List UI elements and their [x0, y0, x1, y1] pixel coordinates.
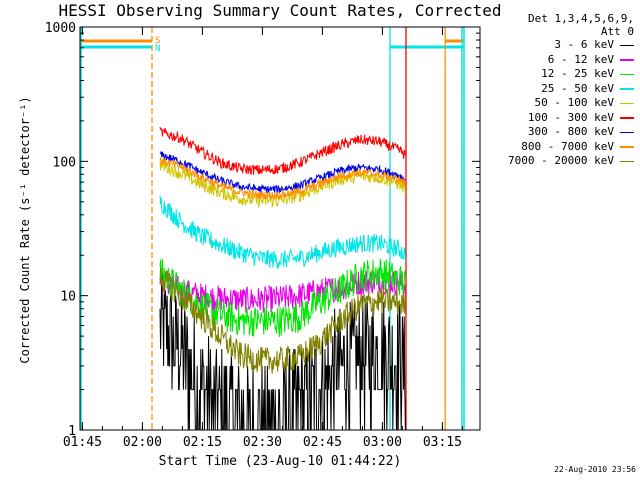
- series-line-7: [159, 157, 406, 201]
- legend: Det 1,3,4,5,6,9, Att 0 3 - 6 keV 6 - 12 k…: [484, 12, 634, 169]
- generated-timestamp: 22-Aug-2010 23:56: [554, 465, 636, 474]
- legend-item-label: 7000 - 20000 keV: [508, 154, 614, 167]
- legend-swatch: [620, 131, 634, 133]
- x-tick-label: 02:00: [123, 435, 162, 450]
- legend-item-label: 6 - 12 keV: [547, 52, 614, 66]
- legend-item-label: 25 - 50 keV: [541, 81, 614, 95]
- legend-item: 12 - 25 keV: [484, 67, 634, 82]
- x-tick-label: 02:15: [183, 435, 222, 450]
- legend-swatch: [620, 59, 634, 61]
- legend-swatch: [620, 88, 634, 90]
- x-tick-label: 02:45: [303, 435, 342, 450]
- legend-swatch: [620, 146, 634, 148]
- x-tick-label: 02:30: [243, 435, 282, 450]
- legend-item-label: 12 - 25 keV: [541, 67, 614, 80]
- legend-item: 100 - 300 keV: [484, 111, 634, 126]
- legend-item-label: 50 - 100 keV: [534, 96, 614, 109]
- y-tick-label: 10: [60, 290, 76, 305]
- legend-swatch: [620, 102, 634, 104]
- legend-swatch: [620, 117, 634, 119]
- series-line-8: [159, 267, 406, 374]
- legend-item: 300 - 800 keV: [484, 125, 634, 140]
- series-line-6: [159, 151, 406, 194]
- legend-header-line-2: Att 0: [600, 25, 634, 38]
- y-tick-label: 1: [68, 424, 76, 439]
- series-line-1: [159, 270, 406, 313]
- plot-frame: [79, 26, 481, 431]
- y-axis-title: Corrected Count Rate (s⁻¹ detector⁻¹): [18, 96, 32, 364]
- legend-item-label: 3 - 6 keV: [554, 38, 614, 51]
- x-tick-label: 03:15: [423, 435, 462, 450]
- legend-item: 6 - 12 keV: [484, 53, 634, 68]
- series-line-5: [159, 126, 406, 176]
- y-tick-label: 100: [53, 155, 76, 170]
- x-tick-label: 01:45: [63, 435, 102, 450]
- legend-item: 3 - 6 keV: [484, 38, 634, 53]
- legend-item: 50 - 100 keV: [484, 96, 634, 111]
- legend-header-line-1: Det 1,3,4,5,6,9,: [528, 12, 634, 25]
- legend-swatch: [620, 73, 634, 75]
- legend-item: 7000 - 20000 keV: [484, 154, 634, 169]
- chart-title: HESSI Observing Summary Count Rates, Cor…: [58, 1, 502, 20]
- legend-item-label: 300 - 800 keV: [527, 125, 614, 138]
- legend-swatch: [620, 44, 634, 46]
- legend-item-label: 100 - 300 keV: [527, 110, 614, 124]
- legend-item: 25 - 50 keV: [484, 82, 634, 97]
- y-tick-label: 1000: [45, 21, 76, 36]
- x-tick-label: 03:00: [363, 435, 402, 450]
- legend-item-label: 800 - 7000 keV: [521, 139, 614, 153]
- saa-label: S: [155, 36, 160, 46]
- legend-item: 800 - 7000 keV: [484, 140, 634, 155]
- x-axis-title: Start Time (23-Aug-10 01:44:22): [158, 454, 402, 469]
- legend-swatch: [620, 160, 634, 162]
- night-label: N: [155, 44, 160, 54]
- series-line-3: [159, 195, 406, 269]
